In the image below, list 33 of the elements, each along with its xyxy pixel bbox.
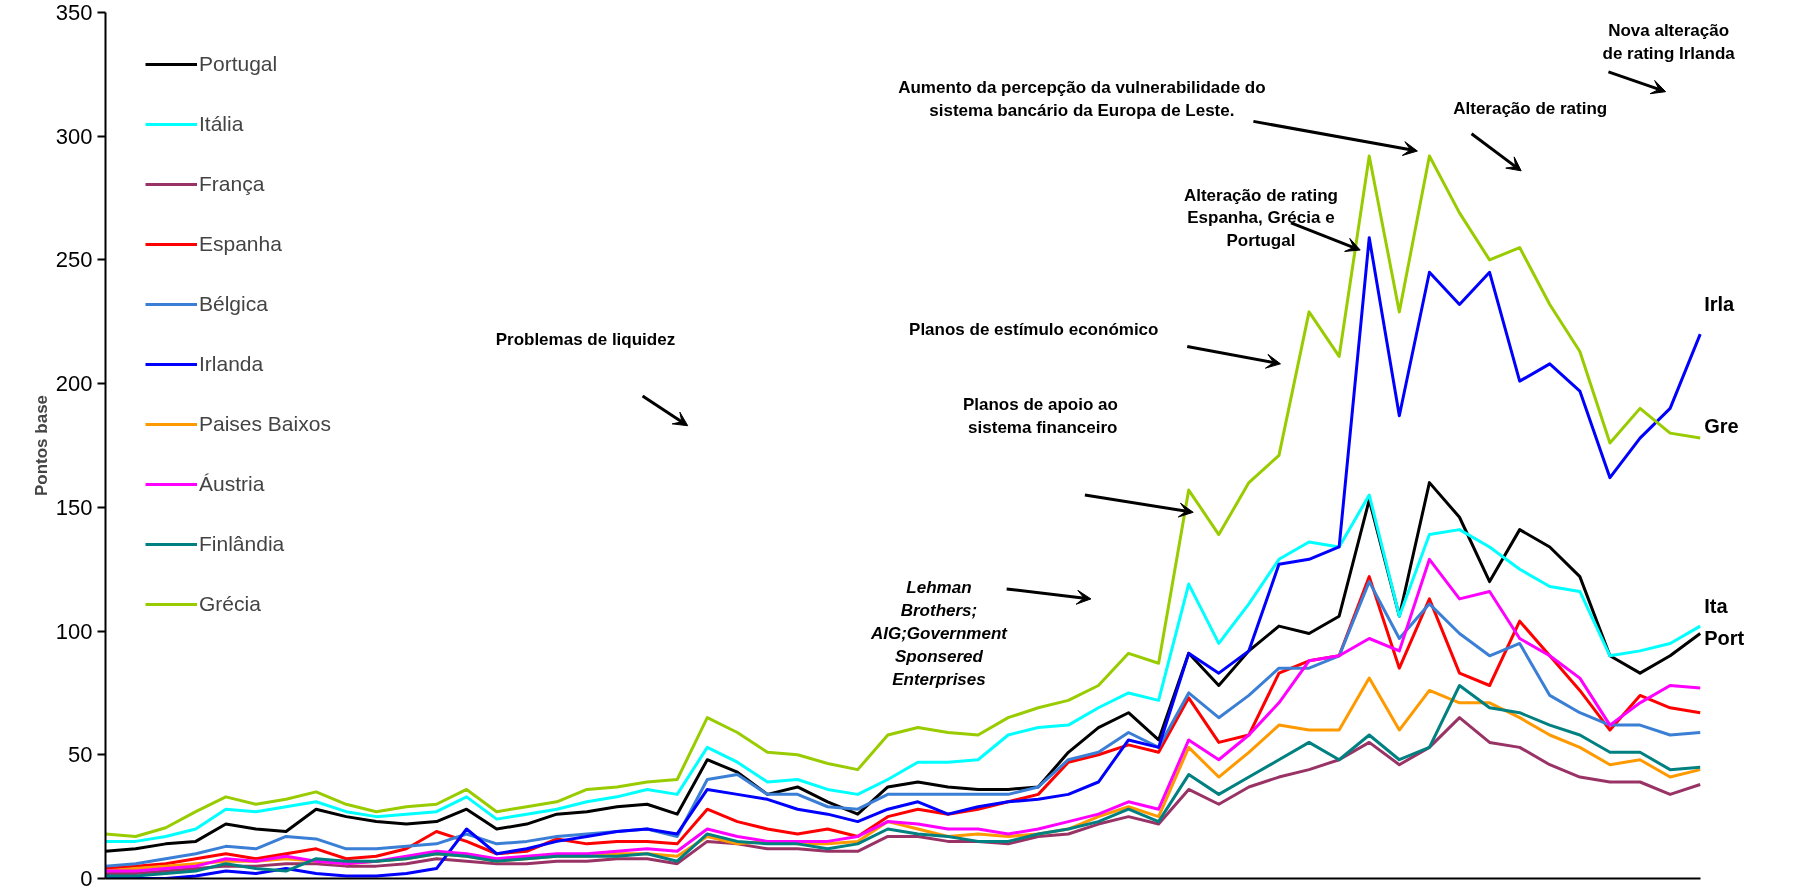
- y-tick-label: 0: [80, 866, 93, 891]
- annotation: Alteração de rating: [1453, 99, 1608, 119]
- legend-label: França: [199, 172, 265, 196]
- annotation: Alteração de rating Espanha, Grécia e Portugal: [1183, 185, 1338, 251]
- text: Port: [1704, 627, 1745, 650]
- legend-label: Paises Baixos: [199, 412, 331, 436]
- y-tick-label: 200: [55, 371, 93, 397]
- text: Ita: [1704, 595, 1729, 618]
- legend-label: Bélgica: [199, 292, 268, 316]
- legend-label: Espanha: [199, 232, 282, 256]
- annotation: Planos de estímulo económico: [909, 319, 1159, 339]
- line-series: [105, 154, 1702, 838]
- legend-label: Áustria: [199, 472, 265, 496]
- annotation: Lehman Brothers; AIG;Government Sponsered Enterprises: [869, 578, 1009, 689]
- legend-label: Portugal: [199, 52, 278, 76]
- y-tick-label: 300: [55, 123, 93, 149]
- text: Irla: [1704, 293, 1736, 316]
- annotation: Aumento da percepção da vulnerabilidade do sistema bancário da Europa de Leste.: [898, 78, 1266, 120]
- y-axis-title: Pontos base: [31, 394, 51, 497]
- line-series: [105, 716, 1702, 876]
- annotation: Planos de apoio ao sistema financeiro: [962, 394, 1118, 437]
- legend-label: Irlanda: [199, 352, 264, 376]
- legend-label: Grécia: [199, 592, 261, 616]
- annotation: Nova alteração de rating Irlanda: [1602, 21, 1736, 64]
- y-tick-label: 50: [68, 742, 93, 768]
- y-tick-label: 150: [55, 494, 93, 520]
- y-tick-label: 350: [55, 0, 93, 25]
- legend-label: Finlândia: [199, 532, 285, 556]
- y-tick-label: 250: [55, 247, 93, 273]
- legend-label: Itália: [199, 112, 244, 136]
- text: Gre: [1704, 414, 1739, 437]
- annotation: Problemas de liquidez: [495, 329, 676, 349]
- y-tick-label: 100: [55, 618, 93, 644]
